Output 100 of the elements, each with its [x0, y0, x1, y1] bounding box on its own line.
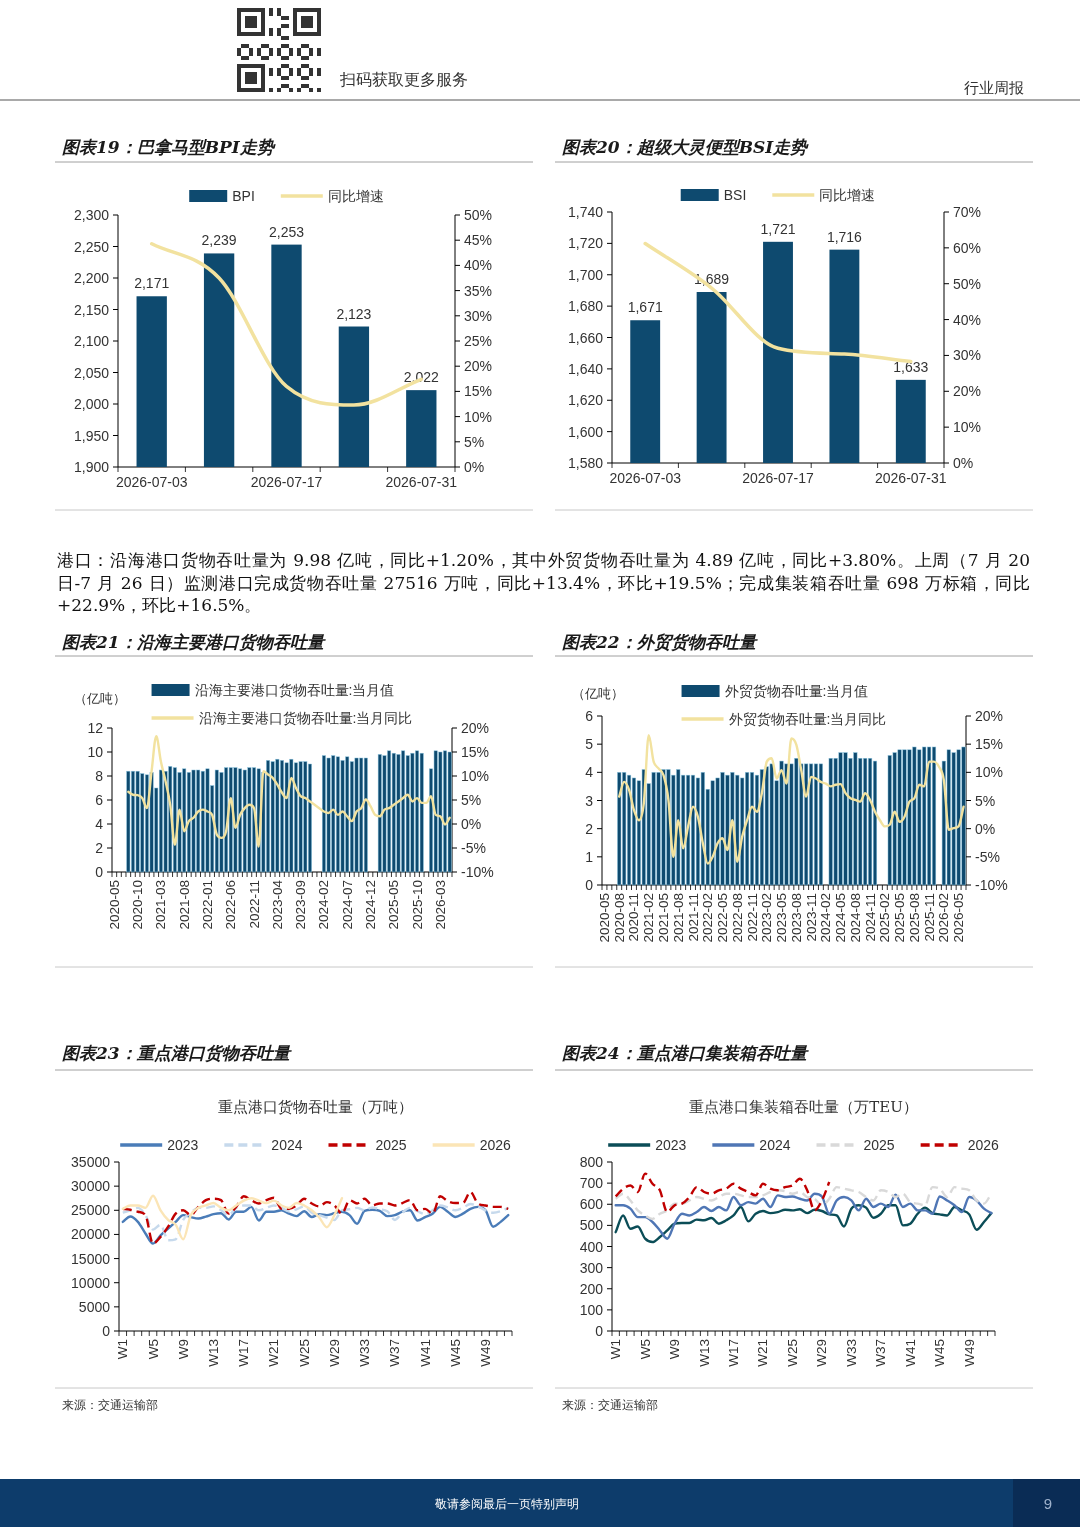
y2-tick-label: 20% — [953, 383, 982, 400]
y-tick-label: 1,700 — [567, 266, 604, 283]
chart-subtitle: 重点港口集装箱吞吐量（万TEU） — [689, 1098, 918, 1116]
x-tick-label: 2026-05 — [951, 893, 967, 943]
y2-tick-label: -5% — [975, 848, 1000, 865]
x-tick-label: 2021-03 — [153, 880, 169, 930]
y-tick-label: 0 — [102, 1323, 111, 1339]
y-tick-label: 0 — [95, 864, 104, 880]
y2-tick-label: -10% — [975, 877, 1008, 893]
y2-tick-label: 35% — [464, 282, 493, 299]
y2-tick-label: -10% — [461, 864, 494, 880]
y-tick-label: 600 — [579, 1196, 604, 1213]
x-tick-label: 2024-02 — [316, 880, 332, 930]
y-tick-label: 0 — [595, 1323, 604, 1339]
x-tick-label: 2025-02 — [877, 893, 893, 943]
y-tick-label: 4 — [585, 764, 594, 781]
y2-tick-label: 5% — [975, 792, 996, 809]
y-tick-label: 6 — [95, 792, 104, 808]
y-tick-label: 1,740 — [567, 204, 604, 220]
x-tick-label: W1 — [608, 1339, 624, 1360]
y-tick-label: 10 — [87, 744, 104, 760]
x-tick-label: 2020-05 — [596, 893, 612, 943]
y-tick-label: 15000 — [71, 1250, 111, 1267]
bar — [363, 757, 368, 873]
y-tick-label: 200 — [579, 1280, 604, 1297]
x-tick-label: 2024-05 — [833, 893, 849, 943]
y2-tick-label: 15% — [975, 736, 1004, 753]
y-tick-label: 1,900 — [73, 459, 110, 475]
legend-label: 2025 — [863, 1137, 895, 1153]
x-tick-label: 2026-07-03 — [609, 470, 682, 486]
y2-tick-label: 15% — [461, 744, 490, 760]
data-label: 2,239 — [201, 232, 237, 249]
y2-tick-label: 40% — [953, 311, 982, 328]
x-tick-label: 2022-11 — [246, 880, 262, 929]
data-label: 1,689 — [694, 271, 730, 288]
data-label: 1,716 — [826, 228, 863, 245]
y-tick-label: 500 — [579, 1217, 604, 1234]
y-tick-label: 1,660 — [567, 329, 604, 346]
x-tick-label: 2025-10 — [409, 880, 425, 930]
y-tick-label: 5 — [585, 736, 594, 753]
x-tick-label: W33 — [843, 1339, 859, 1367]
y2-tick-label: 40% — [464, 257, 493, 274]
data-label: 1,721 — [760, 220, 796, 237]
legend-label: 同比增速 — [819, 187, 876, 203]
y-tick-label: 2,150 — [73, 301, 110, 318]
x-tick-label: 2023-02 — [759, 893, 775, 943]
y2-tick-label: 20% — [464, 358, 493, 375]
y-tick-label: 5000 — [78, 1298, 111, 1315]
y2-tick-label: 70% — [953, 204, 982, 220]
bar — [872, 760, 878, 886]
x-tick-label: 2023-04 — [269, 879, 285, 930]
x-tick-label: 2026-03 — [432, 880, 448, 930]
y-tick-label: 800 — [579, 1154, 604, 1170]
y-tick-label: 6 — [585, 708, 594, 724]
y-tick-label: 300 — [579, 1259, 604, 1276]
chart-title: 图表19：巴拿马型BPI走势 — [62, 137, 276, 157]
y-tick-label: 1,580 — [567, 455, 604, 471]
x-tick-label: W17 — [236, 1339, 252, 1367]
x-tick-label: 2025-08 — [906, 893, 922, 943]
y-tick-label: 1,620 — [567, 392, 604, 409]
x-tick-label: 2021-08 — [176, 880, 192, 930]
y-tick-label: 25000 — [71, 1202, 111, 1219]
x-tick-label: W13 — [205, 1339, 221, 1367]
y-tick-label: 20000 — [71, 1226, 111, 1243]
y-tick-label: 400 — [579, 1238, 604, 1255]
y-tick-label: 2,300 — [73, 207, 110, 223]
chart-title: 图表22：外贸货物吞吐量 — [562, 632, 758, 652]
x-tick-label: W21 — [755, 1339, 771, 1367]
legend-label: BSI — [723, 187, 747, 203]
legend-label: 外贸货物吞吐量:当月值 — [724, 683, 869, 699]
y-tick-label: 100 — [579, 1301, 604, 1318]
x-tick-label: W5 — [637, 1339, 653, 1360]
x-tick-label: 2026-07-17 — [742, 470, 815, 486]
x-tick-label: W41 — [417, 1339, 433, 1367]
y2-tick-label: 15% — [464, 383, 493, 400]
y2-tick-label: 10% — [461, 768, 490, 784]
legend-label: 2024 — [759, 1137, 791, 1153]
y2-tick-label: 30% — [953, 347, 982, 364]
x-tick-label: W9 — [175, 1339, 191, 1360]
y2-tick-label: 50% — [464, 207, 493, 223]
y-tick-label: 2,050 — [73, 364, 110, 381]
text: 9 — [1043, 1495, 1053, 1512]
x-tick-label: 2022-05 — [715, 893, 731, 943]
y2-tick-label: 20% — [461, 720, 490, 736]
y2-tick-label: 60% — [953, 239, 982, 256]
x-tick-label: W17 — [726, 1339, 742, 1367]
y-tick-label: 1,640 — [567, 360, 604, 377]
legend-label: 2026 — [479, 1137, 512, 1153]
x-tick-label: W49 — [961, 1339, 977, 1367]
chart-title: 图表20：超级大灵便型BSI走势 — [562, 137, 810, 157]
x-tick-label: 2024-02 — [818, 893, 834, 943]
x-tick-label: 2021-02 — [641, 893, 657, 943]
y-tick-label: 4 — [95, 816, 104, 832]
x-tick-label: 2024-12 — [362, 880, 378, 930]
x-tick-label: W9 — [667, 1339, 683, 1360]
y2-tick-label: 0% — [975, 820, 996, 837]
y-tick-label: 1,950 — [73, 427, 110, 444]
y2-tick-label: 10% — [953, 419, 982, 436]
y2-tick-label: 0% — [464, 459, 485, 475]
x-tick-label: W29 — [326, 1339, 342, 1367]
